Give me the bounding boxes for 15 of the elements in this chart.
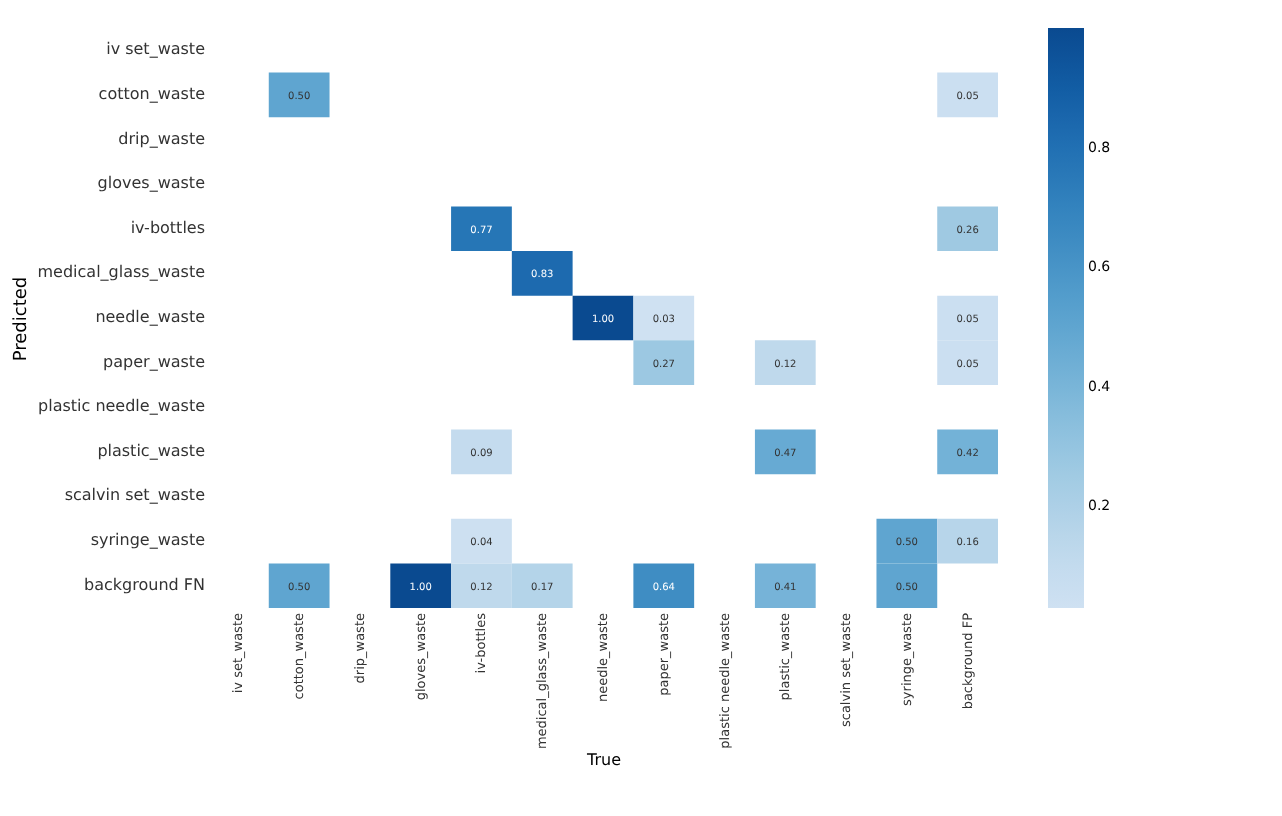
x-axis-title: True (585, 751, 622, 770)
y-tick-label: background FN (84, 575, 206, 594)
y-tick-label: gloves_waste (97, 174, 206, 193)
y-tick-label: medical_glass_waste (37, 263, 206, 282)
y-tick-label: plastic_waste (97, 441, 206, 460)
y-tick-label: scalvin set_waste (64, 486, 206, 505)
y-tick-label: iv set_waste (106, 40, 206, 59)
y-axis-title: Predicted (11, 276, 32, 362)
y-tick-label: iv-bottles (130, 218, 205, 237)
y-tick-label: drip_waste (118, 129, 206, 148)
y-tick-label: plastic needle_waste (38, 397, 206, 416)
y-tick-label: needle_waste (95, 308, 206, 326)
y-tick-label: cotton_waste (98, 84, 206, 103)
y-tick-label: syringe_waste (90, 531, 206, 550)
y-tick-label: paper_waste (103, 352, 206, 371)
